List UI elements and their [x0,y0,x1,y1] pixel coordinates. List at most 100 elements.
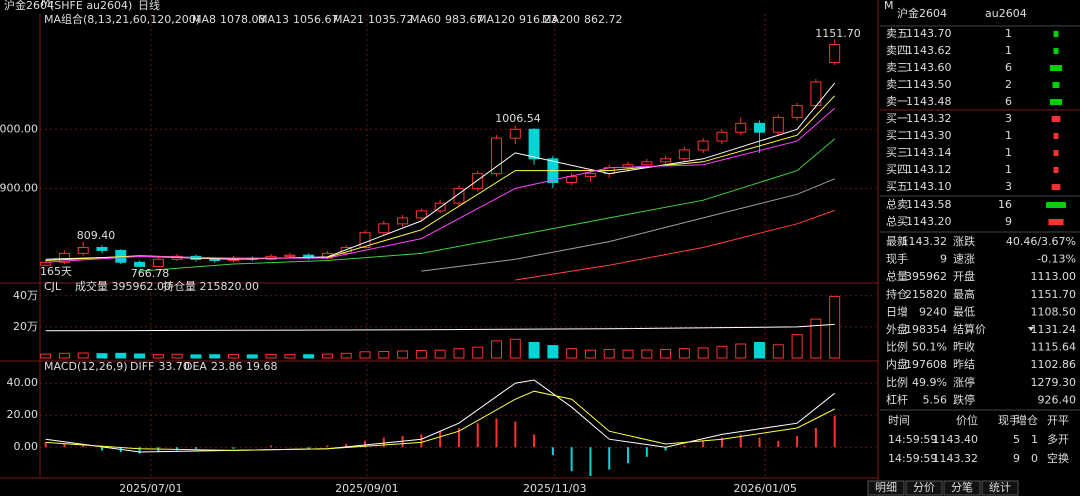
y-tick-label: 1000.00 [0,122,38,135]
book-qty: 1 [1005,163,1012,176]
volume-bar [115,352,127,359]
candle-body [397,217,409,225]
volume-bar [472,346,484,359]
volume-bar [547,345,559,359]
macd-bar [439,431,442,448]
code: (SHFE au2604) [50,0,132,12]
tab[interactable] [943,480,981,496]
trade-cell: 9 [1013,452,1020,465]
volume-title: CJL [44,280,62,293]
stat-label: 日增 [886,304,908,318]
volume-bar [603,348,615,359]
tab[interactable] [905,480,943,496]
candle-body [509,128,521,139]
y-tick-label: 40.00 [7,376,39,389]
candle-body [415,210,427,219]
stat-value: 9240 [919,305,947,318]
quote-title: 沪金2604 [897,6,947,20]
macd-bar [495,418,498,448]
price-annotation: 1151.70 [815,27,861,40]
trades-header: 增仓 [1016,413,1038,427]
candle-body [472,173,484,189]
macd-bar [382,437,385,448]
volume-bar [791,334,803,359]
ma-name: MA60 [410,13,441,26]
book-qty: 3 [1005,112,1012,125]
tab-label[interactable]: 明细 [875,481,897,494]
stat-label: 杠杆 [886,392,908,406]
book-qty-bar [1048,219,1064,225]
stat-label: 开盘 [953,269,975,283]
book-price: 1143.14 [906,146,952,159]
volume-bar [716,345,728,359]
ma-legend: MA200 862.72 [542,13,623,26]
tab-label[interactable]: 分价 [913,481,935,494]
macd-bar [100,447,103,451]
ma-line [421,178,835,272]
macd-bar [270,445,273,448]
y-tick-label: 40万 [13,289,38,302]
candle-body [772,116,784,133]
stat-label: 涨停 [953,375,975,389]
book-qty: 6 [1005,95,1012,108]
macd-bar [777,440,780,448]
volume-bar [397,350,409,359]
stat-value: 215820 [905,288,947,301]
stat-value: 1115.64 [1031,341,1077,354]
stat-value: 50.1% [912,341,947,354]
volume-bar [359,351,371,359]
x-tick-label: 2026/01/05 [733,482,796,495]
candle-body [453,187,465,204]
ma-legend: MA120 916.23 [477,13,558,26]
book-label: 买五 [886,180,908,193]
volume-bar [678,348,690,359]
volume-bar [303,354,315,359]
candle-body [566,176,578,183]
book-price: 1143.60 [906,61,952,74]
macd-bar [457,428,460,448]
book-price: 1143.58 [906,198,952,211]
ma-value: 983.67 [445,13,484,26]
volume-bar [528,341,540,359]
macd-bar [551,447,554,456]
book-price: 1143.10 [906,180,952,193]
stat-value: 1131.24 [1031,323,1077,336]
candle-body [754,122,766,133]
series-value: 33.70 [158,360,190,373]
candle-body [528,128,540,160]
macd-bar [82,445,85,448]
stat-label: 昨收 [953,340,975,354]
candle-body [716,131,728,142]
stat-value: 197608 [905,358,947,371]
volume-bar [735,343,747,359]
volume-bar [584,349,596,359]
book-qty-bar [1051,116,1061,122]
book-qty: 1 [1005,27,1012,40]
book-qty-bar [1053,31,1059,37]
tab-label[interactable]: 分笔 [951,480,973,494]
stat-label: 比例 [886,375,908,389]
y-tick-label: 20.00 [7,408,39,421]
volume-bar [134,353,146,359]
book-label: 卖一 [886,95,908,108]
trade-cell: 空换 [1047,451,1069,465]
ma-legend: MA21 1035.72 [333,13,414,26]
stat-value: 1108.50 [1031,305,1077,318]
macd-bar [814,428,817,448]
macd-bar [720,437,723,448]
flag: M [41,0,51,9]
book-price: 1143.12 [906,163,952,176]
range-label: 165天 [40,265,72,278]
tab[interactable] [867,480,905,496]
book-price: 1143.20 [906,215,952,228]
period: 日线 [138,0,160,12]
volume-bar [190,354,202,359]
quote-code: au2604 [985,7,1027,20]
trades-header: 现手 [998,413,1020,427]
tab-label[interactable]: 统计 [989,481,1011,494]
book-label: 卖二 [886,78,908,91]
series-name: DIFF [130,360,154,373]
price-annotation: 766.78 [131,267,170,280]
volume-bar [810,318,822,359]
tab[interactable] [981,480,1019,496]
